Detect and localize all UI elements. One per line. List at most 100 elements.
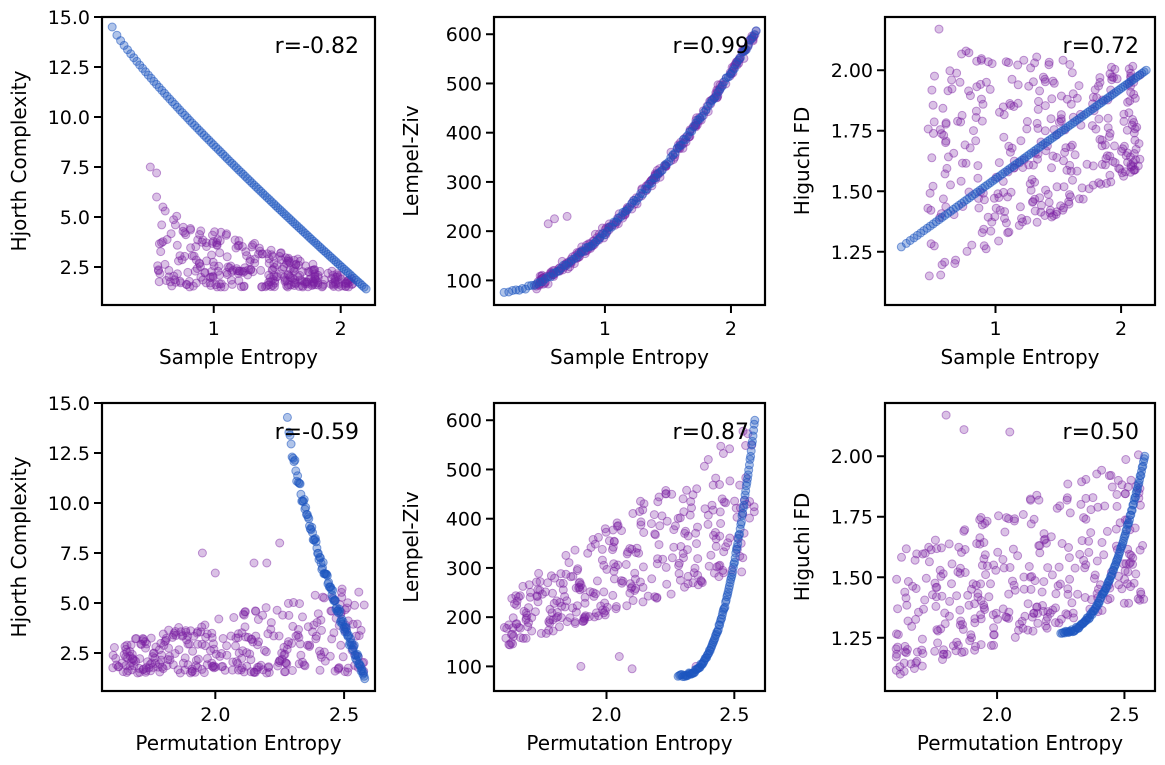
point-series-a	[121, 661, 131, 670]
point-series-a	[128, 654, 138, 664]
point-series-a	[611, 562, 620, 572]
point-series-a	[214, 279, 224, 289]
point-series-a	[267, 250, 276, 260]
point-series-b	[745, 454, 755, 464]
point-series-a	[1102, 526, 1112, 536]
point-series-a	[310, 265, 320, 275]
point-series-a	[700, 504, 710, 514]
point-series-a	[600, 598, 610, 608]
point-series-a	[300, 279, 310, 289]
point-series-a	[1034, 541, 1044, 551]
point-series-a	[981, 77, 991, 87]
y-tick-label: 500	[446, 73, 482, 95]
point-series-a	[711, 473, 721, 483]
point-series-a	[1106, 177, 1116, 187]
y-tick-label: 2.00	[831, 60, 873, 82]
point-series-a	[1033, 123, 1043, 133]
point-series-a	[1025, 572, 1035, 582]
point-series-a	[514, 592, 523, 602]
point-series-a	[1030, 194, 1040, 204]
point-series-a	[244, 265, 253, 275]
point-series-a	[138, 634, 148, 643]
y-tick-label: 300	[446, 172, 482, 194]
point-series-a	[501, 633, 511, 643]
point-series-a	[527, 626, 537, 636]
point-series-a	[261, 282, 270, 292]
point-series-a	[186, 626, 196, 636]
point-series-a	[1003, 192, 1013, 202]
point-series-a	[320, 656, 330, 666]
point-series-a	[592, 576, 602, 586]
point-series-a	[165, 651, 174, 661]
point-series-a	[126, 658, 136, 668]
point-series-a	[1022, 215, 1032, 225]
point-series-a	[340, 281, 350, 291]
axes-frame	[492, 401, 767, 693]
point-series-a	[181, 627, 191, 637]
point-series-a	[181, 280, 191, 289]
point-series-a	[199, 668, 209, 678]
point-series-a	[180, 665, 190, 675]
point-series-a	[1035, 541, 1045, 551]
point-series-a	[939, 649, 949, 659]
point-series-a	[636, 520, 646, 530]
point-series-a	[1126, 162, 1136, 172]
x-tick-label: 2.0	[591, 704, 621, 726]
point-series-b	[170, 100, 180, 109]
point-series-a	[999, 187, 1008, 197]
correlation-label: r=-0.82	[275, 34, 359, 59]
point-series-a	[971, 136, 981, 146]
point-series-a	[340, 667, 350, 677]
point-series-a	[535, 577, 545, 587]
point-series-a	[282, 281, 292, 291]
point-series-a	[506, 638, 516, 648]
point-series-a	[1082, 159, 1092, 169]
point-series-a	[1055, 579, 1065, 589]
point-series-a	[158, 237, 168, 247]
point-series-a	[248, 637, 258, 647]
point-series-a	[1008, 576, 1017, 586]
point-series-a	[155, 667, 165, 677]
point-series-a	[197, 622, 207, 632]
point-series-a	[1119, 598, 1129, 608]
point-series-a	[652, 592, 662, 602]
point-series-a	[551, 613, 561, 623]
point-series-a	[294, 260, 304, 270]
point-series-a	[1066, 192, 1075, 202]
point-series-a	[1126, 87, 1136, 97]
point-series-a	[140, 637, 150, 647]
point-series-a	[315, 266, 325, 276]
point-series-a	[1013, 98, 1023, 108]
point-series-a	[939, 130, 949, 140]
point-series-a	[947, 579, 956, 589]
y-tick-label: 500	[446, 459, 482, 481]
point-series-a	[1041, 185, 1051, 195]
point-series-a	[1129, 165, 1139, 175]
point-series-a	[1056, 614, 1066, 624]
point-series-a	[1129, 165, 1139, 175]
point-series-a	[1130, 523, 1140, 533]
point-series-a	[971, 106, 981, 116]
point-series-a	[523, 622, 533, 632]
point-series-a	[1007, 143, 1017, 153]
point-series-a	[266, 624, 276, 634]
point-series-a	[1084, 547, 1094, 557]
point-series-a	[931, 592, 941, 602]
point-series-a	[1041, 621, 1051, 631]
point-series-a	[1013, 551, 1023, 561]
point-series-a	[222, 641, 232, 651]
point-series-a	[154, 239, 164, 249]
point-series-a	[123, 653, 133, 663]
point-series-a	[234, 276, 244, 286]
point-series-a	[108, 663, 118, 673]
point-series-a	[344, 282, 354, 292]
point-series-a	[925, 188, 935, 198]
point-series-a	[196, 272, 206, 282]
point-series-a	[258, 665, 268, 675]
point-series-a	[1093, 502, 1103, 512]
point-series-a	[561, 550, 571, 560]
x-tick-label: 2.5	[1109, 704, 1139, 726]
point-series-a	[1040, 211, 1050, 220]
point-series-a	[234, 266, 244, 276]
